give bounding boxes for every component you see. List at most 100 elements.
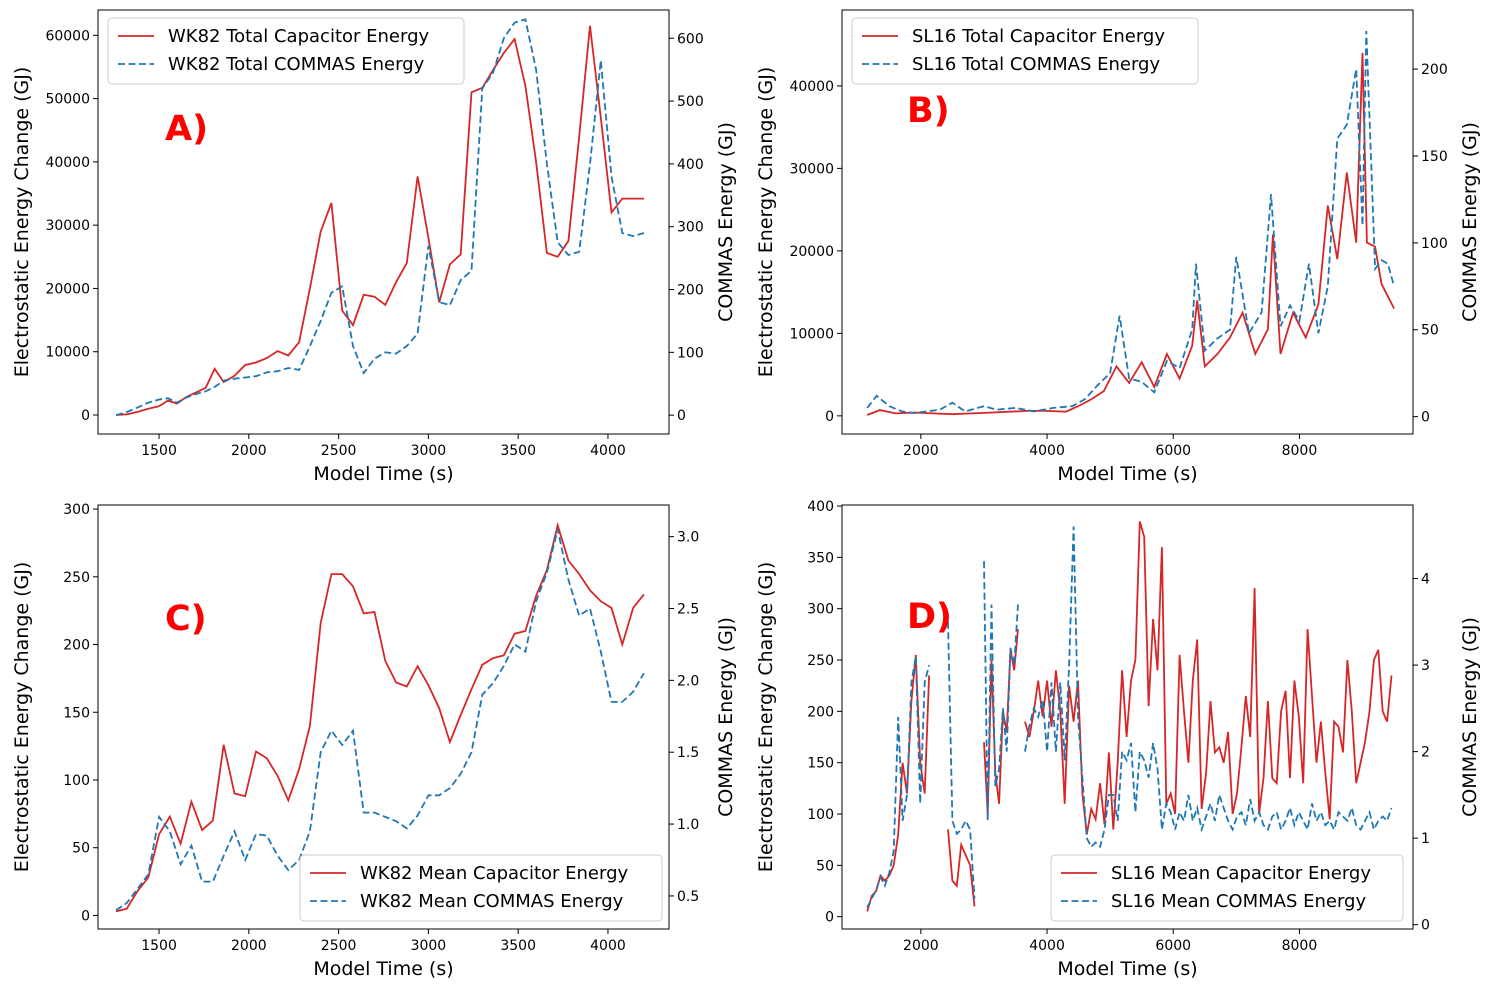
- y-tick-label: 350: [807, 550, 834, 566]
- y-tick-label: 250: [807, 653, 834, 669]
- y-right-tick-label: 100: [677, 345, 704, 361]
- y-tick-label: 250: [63, 570, 90, 586]
- y-right-tick-label: 300: [677, 220, 704, 236]
- y-tick-label: 10000: [789, 326, 834, 342]
- legend-box: [107, 17, 465, 85]
- x-tick-label: 1500: [141, 938, 177, 954]
- x-tick-label: 1500: [141, 443, 177, 459]
- x-axis-label: Model Time (s): [313, 463, 453, 485]
- y-tick-label: 200: [807, 704, 834, 720]
- x-tick-label: 2000: [231, 443, 267, 459]
- y-right-axis-label: COMMAS Energy (GJ): [1459, 617, 1481, 817]
- series-line-capacitor: [115, 25, 644, 416]
- y-right-axis-label: COMMAS Energy (GJ): [715, 617, 737, 817]
- x-tick-label: 4000: [1029, 443, 1065, 459]
- y-right-tick-label: 0.5: [677, 889, 699, 905]
- series-line-capacitor: [115, 521, 645, 913]
- y-tick-label: 10000: [45, 345, 90, 361]
- plot-frame: [97, 9, 670, 435]
- x-tick-label: 6000: [1155, 443, 1191, 459]
- y-right-tick-label: 4: [1421, 572, 1430, 588]
- y-right-tick-label: 150: [1421, 149, 1448, 165]
- plot-frame: [97, 504, 670, 930]
- legend-box: [851, 17, 1199, 85]
- x-tick-label: 2000: [903, 938, 939, 954]
- legend-entry: SL16 Mean Capacitor Energy: [1111, 863, 1371, 884]
- y-right-tick-label: 2: [1421, 745, 1430, 761]
- panel-letter: B): [907, 91, 950, 131]
- series-line-commas: [115, 529, 645, 912]
- panel-letter: C): [165, 599, 207, 639]
- series-line-commas: [866, 30, 1395, 415]
- x-tick-label: 6000: [1155, 938, 1191, 954]
- x-tick-label: 2000: [231, 938, 267, 954]
- chart-panel-2: 2000 4000 6000 8000 0 10000 20000 30000 40000 0 50…: [755, 9, 1481, 485]
- y-axis-label: Electrostatic Energy Change (GJ): [11, 562, 33, 873]
- y-axis-label: Electrostatic Energy Change (GJ): [755, 67, 777, 378]
- y-tick-label: 40000: [789, 79, 834, 95]
- chart-panel-1: 1500 2000 2500 3000 3500 40000100002000030000…: [11, 9, 737, 485]
- x-tick-label: 3000: [411, 938, 447, 954]
- y-tick-label: 30000: [45, 218, 90, 234]
- y-tick-label: 0: [81, 908, 90, 924]
- legend-box: [1050, 854, 1404, 922]
- series-line-capacitor: [866, 521, 1393, 912]
- legend-entry: SL16 Total COMMAS Energy: [912, 54, 1160, 75]
- y-axis-label: Electrostatic Energy Change (GJ): [755, 562, 777, 873]
- y-tick-label: 150: [63, 705, 90, 721]
- legend-entry: SL16 Mean COMMAS Energy: [1111, 891, 1366, 912]
- y-right-tick-label: 200: [677, 283, 704, 299]
- x-axis-label: Model Time (s): [1057, 463, 1197, 485]
- chart-panel-3: 1500 2000 2500 3000 3500 4000 0 50 100 150 200 250 3…: [11, 502, 737, 980]
- legend-entry: WK82 Total COMMAS Energy: [168, 54, 425, 75]
- y-tick-label: 150: [807, 756, 834, 772]
- x-tick-label: 2000: [903, 443, 939, 459]
- y-right-tick-label: 200: [1421, 62, 1448, 78]
- x-tick-label: 2500: [321, 938, 357, 954]
- y-right-tick-label: 100: [1421, 236, 1448, 252]
- x-tick-label: 3000: [411, 443, 447, 459]
- y-right-tick-label: 2.5: [677, 601, 699, 617]
- x-tick-label: 4000: [590, 443, 626, 459]
- x-tick-label: 8000: [1282, 938, 1318, 954]
- legend-entry: WK82 Mean COMMAS Energy: [360, 891, 624, 912]
- y-tick-label: 300: [807, 602, 834, 618]
- y-tick-label: 50: [816, 858, 834, 874]
- y-right-tick-label: 0: [677, 408, 686, 424]
- y-tick-label: 400: [807, 499, 834, 515]
- x-axis-label: Model Time (s): [1057, 958, 1197, 980]
- legend-box: [299, 854, 663, 922]
- y-tick-label: 30000: [789, 161, 834, 177]
- y-right-tick-label: 50: [1421, 323, 1439, 339]
- x-axis-label: Model Time (s): [313, 958, 453, 980]
- y-tick-label: 20000: [45, 281, 90, 297]
- y-right-tick-label: 0: [1421, 918, 1430, 934]
- legend-entry: WK82 Mean Capacitor Energy: [360, 863, 629, 884]
- panel-letter: A): [165, 109, 208, 149]
- y-right-tick-label: 1: [1421, 831, 1430, 847]
- y-right-tick-label: 3: [1421, 658, 1430, 674]
- y-tick-label: 20000: [789, 244, 834, 260]
- y-tick-label: 0: [825, 409, 834, 425]
- y-axis-label: Electrostatic Energy Change (GJ): [11, 67, 33, 378]
- y-right-tick-label: 0: [1421, 410, 1430, 426]
- x-tick-label: 4000: [1029, 938, 1065, 954]
- y-tick-label: 200: [63, 638, 90, 654]
- series-line-capacitor: [866, 52, 1395, 416]
- plot-frame: [841, 504, 1414, 930]
- chart-panel-4: 2000 4000 6000 8000050100150200250300350400…: [755, 499, 1481, 980]
- y-right-tick-label: 600: [677, 31, 704, 47]
- y-right-tick-label: 500: [677, 94, 704, 110]
- y-right-axis-label: COMMAS Energy (GJ): [1459, 122, 1481, 322]
- x-tick-label: 2500: [321, 443, 357, 459]
- x-tick-label: 8000: [1282, 443, 1318, 459]
- y-tick-label: 0: [81, 408, 90, 424]
- y-right-tick-label: 3.0: [677, 530, 699, 546]
- panel-letter: D): [907, 597, 952, 637]
- y-tick-label: 50000: [45, 92, 90, 108]
- y-tick-label: 50: [72, 841, 90, 857]
- plot-frame: [841, 9, 1414, 435]
- series-line-commas: [115, 18, 645, 417]
- x-tick-label: 3500: [500, 443, 536, 459]
